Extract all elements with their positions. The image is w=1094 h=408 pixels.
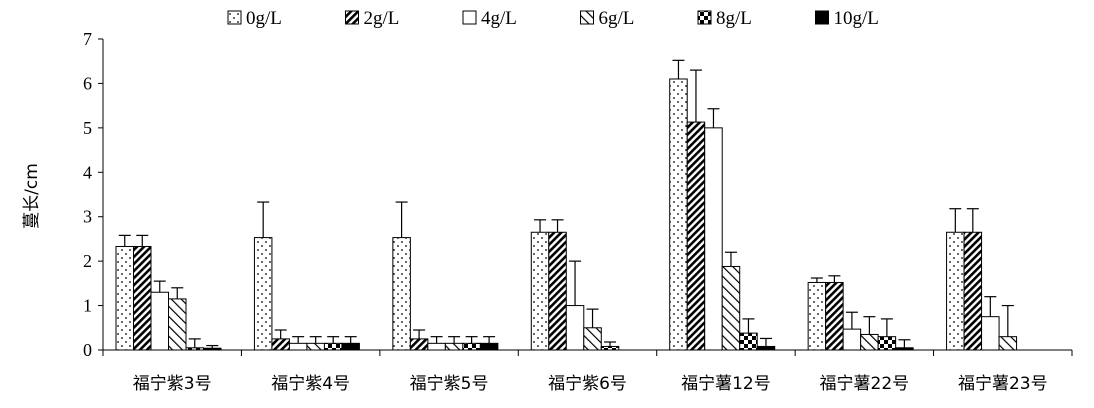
legend-swatch <box>227 10 242 25</box>
bar <box>479 342 499 351</box>
bar <box>583 327 602 351</box>
bar <box>877 336 897 351</box>
bar <box>409 338 429 351</box>
y-tick-label: 7 <box>83 29 92 49</box>
legend-swatch <box>815 10 829 25</box>
bar <box>323 342 343 351</box>
y-tick-label: 6 <box>83 73 92 93</box>
bar <box>825 281 844 351</box>
bar <box>998 336 1018 351</box>
legend-label: 10g/L <box>834 8 879 29</box>
bar <box>704 127 723 351</box>
bar <box>686 121 706 351</box>
y-tick-label: 5 <box>83 118 92 138</box>
bar <box>288 342 308 351</box>
x-tick-label: 福宁薯12号 <box>681 374 771 394</box>
x-tick-label: 福宁薯23号 <box>958 374 1048 394</box>
x-axis: 福宁紫3号 福宁紫4号 福宁紫5号 福宁紫6号 福宁薯12号 福宁薯22号 福宁薯23号 <box>102 349 1073 394</box>
bar <box>946 231 965 351</box>
legend-label: 2g/L <box>364 8 400 29</box>
bar <box>565 305 585 351</box>
x-tick-label: 福宁紫3号 <box>133 374 212 394</box>
bar <box>462 342 481 351</box>
bar <box>427 342 446 351</box>
bar <box>860 333 879 351</box>
bar <box>981 316 1000 351</box>
bar <box>548 231 567 351</box>
bar <box>341 342 360 351</box>
bar <box>842 328 862 351</box>
bar <box>271 338 290 351</box>
y-tick-label: 1 <box>83 296 92 316</box>
legend-swatch <box>462 10 477 25</box>
legend-label: 6g/L <box>599 8 635 29</box>
bar <box>756 345 776 351</box>
bar <box>133 245 152 351</box>
bar <box>963 231 983 351</box>
y-tick-label: 0 <box>83 340 92 360</box>
legend: 0g/L 2g/L 4g/L 6g/L 8g/L 10g/L <box>227 8 879 29</box>
x-tick-label: 福宁紫4号 <box>271 374 350 394</box>
x-tick-label: 福宁紫6号 <box>548 374 627 394</box>
bar <box>721 265 741 351</box>
bars <box>115 59 1018 351</box>
y-tick-label: 4 <box>83 162 92 182</box>
legend-swatch <box>580 10 594 25</box>
legend-label: 8g/L <box>716 8 752 29</box>
legend-label: 0g/L <box>246 8 282 29</box>
bar <box>115 245 134 351</box>
bar <box>669 78 688 351</box>
x-tick-label: 福宁薯22号 <box>820 374 910 394</box>
legend-swatch <box>345 10 359 25</box>
legend-swatch <box>697 10 712 25</box>
y-axis: 0 1 2 3 4 5 6 7 <box>83 29 104 360</box>
y-axis-label: 蔓长/cm <box>22 163 42 229</box>
bar <box>600 345 620 351</box>
bar <box>253 237 273 351</box>
bar <box>444 342 464 351</box>
bar <box>168 298 187 351</box>
bar <box>807 281 827 351</box>
x-tick-label: 福宁紫5号 <box>410 374 489 394</box>
bar <box>150 291 169 351</box>
y-tick-label: 3 <box>83 207 92 227</box>
legend-label: 4g/L <box>481 8 517 29</box>
bar <box>530 231 550 351</box>
bar <box>392 237 411 351</box>
bar <box>306 342 325 351</box>
bar <box>739 332 758 351</box>
y-tick-label: 2 <box>83 251 92 271</box>
